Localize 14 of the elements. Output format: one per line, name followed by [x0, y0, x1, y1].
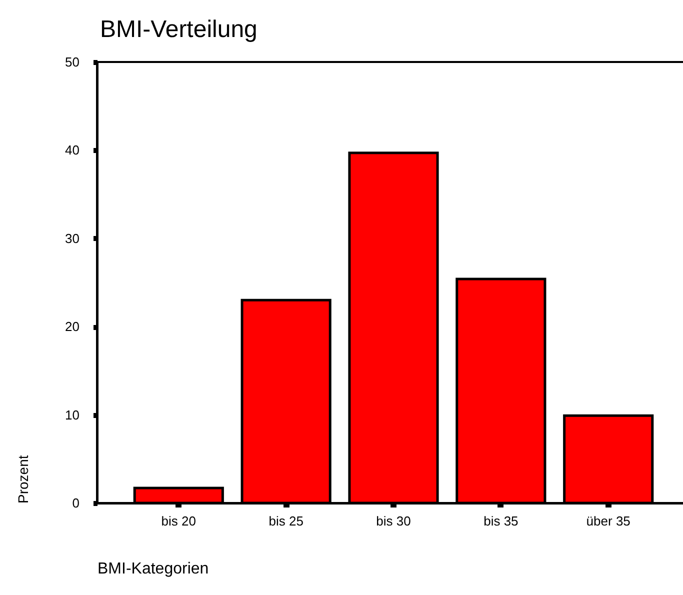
x-tick-label: bis 25 [268, 514, 304, 528]
x-axis-title: BMI-Kategorien [98, 560, 209, 578]
y-tick-label: 20 [65, 319, 80, 334]
x-tick-label: über 35 [586, 514, 630, 528]
y-tick-label: 40 [65, 142, 80, 158]
chart-title: BMI-Verteilung [100, 16, 258, 43]
x-tick-label: bis 30 [376, 514, 411, 528]
y-tick-label: 0 [72, 496, 80, 510]
y-tick-label: 10 [65, 407, 80, 422]
x-tick-label: bis 35 [484, 514, 518, 528]
y-axis-title: Prozent [15, 455, 32, 504]
y-tick-label: 50 [65, 54, 80, 70]
x-tick-label: bis 20 [161, 514, 196, 528]
y-tick-label: 30 [65, 230, 80, 246]
